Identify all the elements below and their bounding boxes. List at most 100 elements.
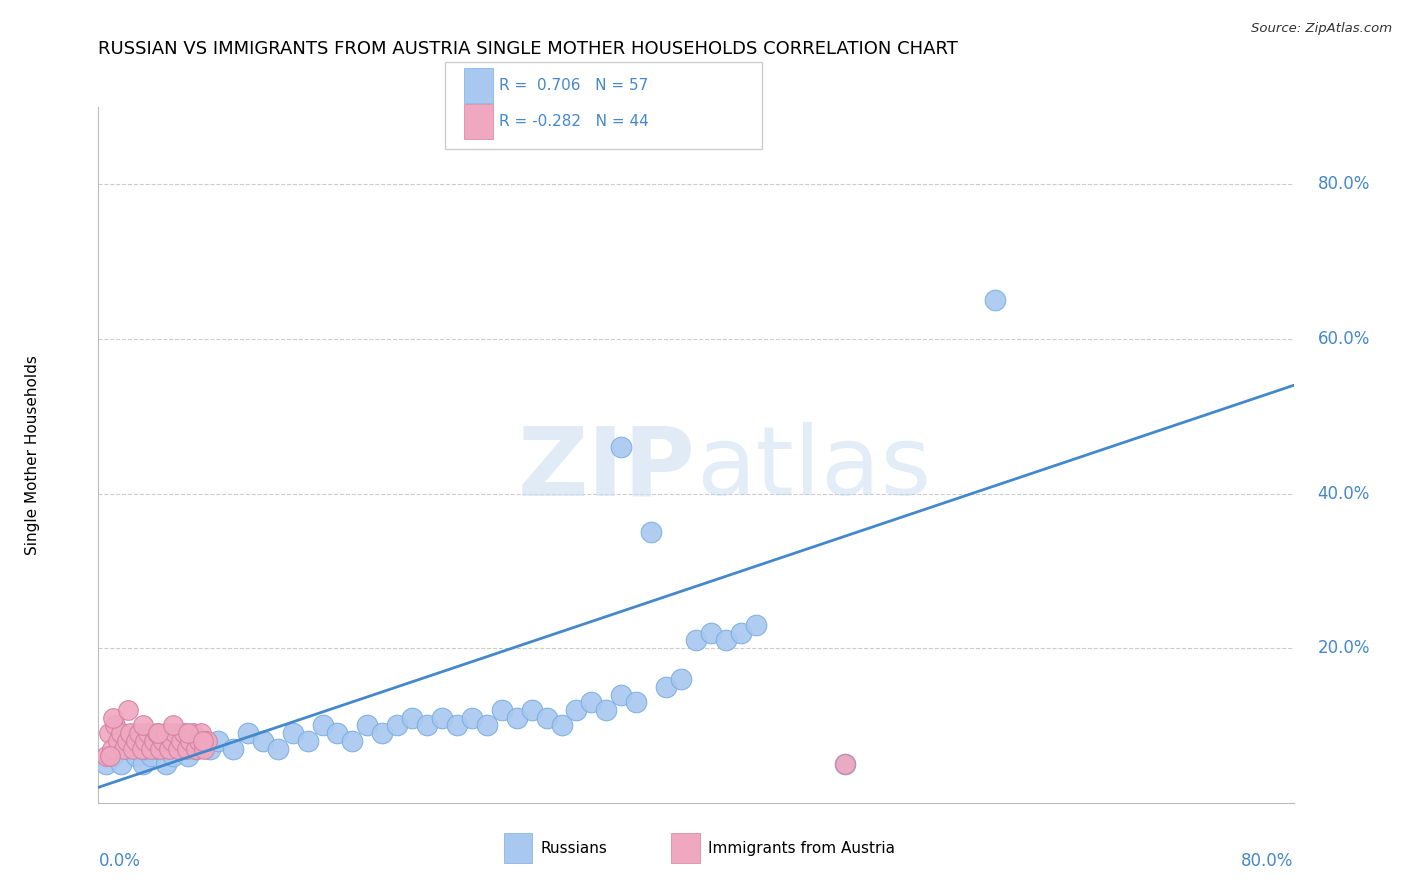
Point (834, 757, 856, 772)
Point (475, 718, 498, 732)
Point (595, 703, 617, 717)
Point (148, 726, 170, 740)
Point (326, 726, 349, 740)
Text: 0.0%: 0.0% (98, 852, 141, 870)
Text: 40.0%: 40.0% (1317, 484, 1369, 502)
Text: 80.0%: 80.0% (1241, 852, 1294, 870)
Point (730, 625, 752, 640)
Point (132, 718, 155, 732)
Point (163, 726, 186, 740)
Point (169, 734, 191, 748)
Point (446, 718, 468, 732)
Text: RUSSIAN VS IMMIGRANTS FROM AUSTRIA SINGLE MOTHER HOUSEHOLDS CORRELATION CHART: RUSSIAN VS IMMIGRANTS FROM AUSTRIA SINGL… (98, 40, 959, 58)
Text: Russians: Russians (540, 840, 607, 855)
Point (110, 726, 132, 740)
Point (177, 749, 200, 764)
Point (134, 734, 156, 748)
Point (385, 718, 409, 732)
Point (176, 741, 198, 756)
Point (236, 726, 259, 740)
Point (177, 726, 200, 740)
Point (103, 749, 125, 764)
Point (139, 749, 162, 764)
Point (624, 695, 647, 709)
Point (520, 703, 543, 717)
Point (152, 734, 174, 748)
Point (117, 741, 139, 756)
Point (131, 741, 153, 756)
Point (356, 718, 378, 732)
Text: R = -0.282   N = 44: R = -0.282 N = 44 (499, 114, 648, 129)
Point (714, 633, 737, 648)
Point (139, 741, 162, 756)
Point (142, 734, 165, 748)
Point (132, 741, 155, 756)
Point (110, 757, 132, 772)
Point (98, 749, 122, 764)
Point (173, 726, 195, 740)
Point (281, 726, 304, 740)
Point (169, 741, 191, 756)
Point (565, 703, 588, 717)
Point (157, 741, 180, 756)
Point (132, 757, 155, 772)
Point (222, 741, 245, 756)
Text: ZIP: ZIP (517, 422, 696, 516)
Point (162, 718, 184, 732)
Point (115, 734, 138, 748)
Point (491, 703, 513, 717)
Point (107, 734, 129, 748)
Point (610, 440, 633, 454)
Text: R =  0.706   N = 57: R = 0.706 N = 57 (499, 78, 648, 93)
FancyBboxPatch shape (671, 833, 700, 863)
Point (155, 757, 177, 772)
Point (536, 711, 558, 725)
Point (200, 741, 222, 756)
FancyBboxPatch shape (503, 833, 533, 863)
Point (267, 741, 290, 756)
Point (97, 726, 120, 740)
Point (430, 711, 453, 725)
Point (145, 726, 167, 740)
Point (94, 757, 117, 772)
FancyBboxPatch shape (464, 104, 494, 139)
Point (311, 718, 333, 732)
Point (745, 618, 768, 632)
Point (700, 625, 723, 640)
Point (121, 741, 143, 756)
Point (148, 741, 170, 756)
Text: Immigrants from Austria: Immigrants from Austria (709, 840, 896, 855)
Text: atlas: atlas (696, 422, 931, 516)
FancyBboxPatch shape (464, 68, 494, 103)
Point (104, 718, 127, 732)
Point (506, 711, 529, 725)
Point (117, 734, 139, 748)
Point (669, 672, 692, 686)
Point (125, 749, 148, 764)
Point (207, 734, 229, 748)
Point (297, 734, 319, 748)
Point (190, 726, 212, 740)
Point (162, 749, 184, 764)
Point (550, 718, 572, 732)
Point (461, 711, 484, 725)
Text: Source: ZipAtlas.com: Source: ZipAtlas.com (1251, 22, 1392, 36)
Point (187, 734, 209, 748)
Point (581, 695, 603, 709)
Point (640, 525, 662, 540)
Point (184, 741, 207, 756)
Point (416, 718, 439, 732)
Point (166, 741, 188, 756)
Point (252, 734, 274, 748)
FancyBboxPatch shape (444, 62, 762, 149)
Point (191, 734, 214, 748)
Point (834, 757, 856, 772)
Point (983, 293, 1005, 308)
Point (184, 741, 207, 756)
Point (136, 726, 159, 740)
Text: 80.0%: 80.0% (1317, 176, 1369, 194)
Point (193, 741, 215, 756)
Point (128, 726, 150, 740)
Point (197, 734, 219, 748)
Point (103, 711, 125, 725)
